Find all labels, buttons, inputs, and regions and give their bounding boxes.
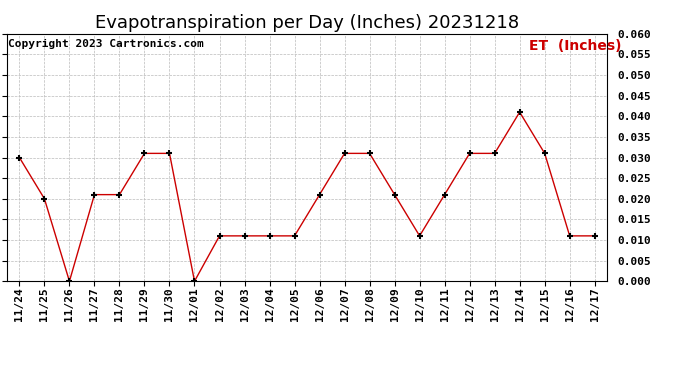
Text: Copyright 2023 Cartronics.com: Copyright 2023 Cartronics.com <box>8 39 204 49</box>
Title: Evapotranspiration per Day (Inches) 20231218: Evapotranspiration per Day (Inches) 2023… <box>95 14 519 32</box>
Text: ET  (Inches): ET (Inches) <box>529 39 622 53</box>
